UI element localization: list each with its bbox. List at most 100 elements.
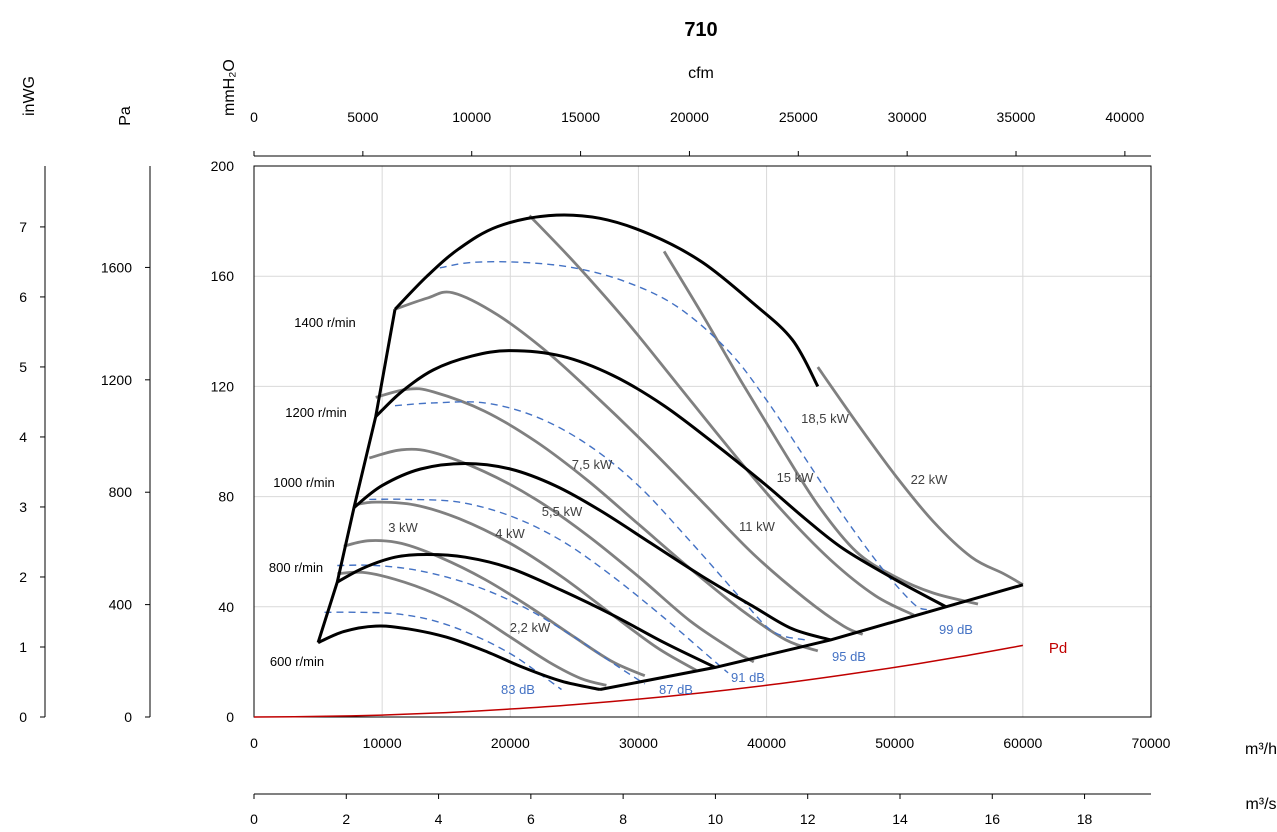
m3h-tick-label: 30000 [619, 735, 658, 751]
sound-label: 87 dB [659, 682, 693, 697]
speed-curve [393, 213, 820, 388]
sound-label: 83 dB [501, 682, 535, 697]
cfm-tick-label: 35000 [997, 109, 1036, 125]
speed-curve [317, 624, 601, 691]
speed-label: 600 r/min [270, 654, 324, 669]
speed-label: 1000 r/min [273, 475, 334, 490]
cfm-tick-label: 40000 [1105, 109, 1144, 125]
sound-curve [439, 261, 928, 611]
power-curve [394, 290, 864, 636]
cfm-tick-label: 10000 [452, 109, 491, 125]
sound-label: 95 dB [832, 649, 866, 664]
power-label: 15 kW [777, 470, 815, 485]
m3h-axis-label: m³/h [1245, 741, 1277, 758]
pa-tick-label: 1600 [101, 259, 132, 275]
cfm-axis-label: cfm [688, 65, 714, 82]
m3s-axis-label: m³/s [1245, 796, 1276, 813]
cfm-tick-label: 5000 [347, 109, 378, 125]
axes: 0 10000 20000 30000 40000 50000 60000 700000408… [19, 109, 1170, 827]
sound-curve [337, 564, 646, 685]
inwg-axis-label: inWG [21, 76, 38, 116]
power-label: 5,5 kW [542, 504, 583, 519]
m3s-tick-label: 6 [527, 811, 535, 827]
inwg-tick-label: 2 [19, 569, 27, 585]
pa-tick-label: 400 [109, 597, 133, 613]
pa-tick-label: 0 [124, 709, 132, 725]
power-curve [368, 447, 755, 664]
speed-curve [336, 552, 716, 669]
pa-tick-label: 1200 [101, 372, 132, 388]
power-curve [343, 539, 646, 677]
power-curve [528, 214, 915, 617]
sound-label: 99 dB [939, 622, 973, 637]
mmh2o-tick-label: 0 [226, 709, 234, 725]
mmh2o-axis-label: mmH₂O [221, 59, 238, 116]
power-curve [375, 387, 819, 653]
inwg-tick-label: 1 [19, 639, 27, 655]
inwg-tick-label: 6 [19, 289, 27, 305]
m3s-tick-label: 16 [984, 811, 1000, 827]
system-boundary-line [599, 583, 1024, 691]
power-label: 18,5 kW [801, 411, 849, 426]
sound-curve [369, 498, 729, 674]
m3h-tick-label: 40000 [747, 735, 786, 751]
cfm-tick-label: 25000 [779, 109, 818, 125]
m3s-tick-label: 10 [708, 811, 724, 827]
cfm-tick-label: 0 [250, 109, 258, 125]
m3h-tick-label: 50000 [875, 735, 914, 751]
inwg-tick-label: 5 [19, 359, 27, 375]
power-label: 2,2 kW [510, 620, 551, 635]
mmh2o-tick-label: 40 [218, 599, 234, 615]
cfm-tick-label: 30000 [888, 109, 927, 125]
power-curve [662, 250, 979, 606]
m3h-tick-label: 0 [250, 735, 258, 751]
cfm-tick-label: 20000 [670, 109, 709, 125]
m3h-tick-label: 70000 [1132, 735, 1171, 751]
chart-title: 710 [684, 19, 717, 41]
m3s-tick-label: 2 [342, 811, 350, 827]
m3s-tick-label: 18 [1077, 811, 1093, 827]
m3s-tick-label: 8 [619, 811, 627, 827]
m3h-tick-label: 10000 [363, 735, 402, 751]
mmh2o-tick-label: 80 [218, 489, 234, 505]
mmh2o-tick-label: 160 [211, 268, 235, 284]
mmh2o-tick-label: 200 [211, 158, 235, 174]
m3s-tick-label: 4 [435, 811, 443, 827]
inwg-tick-label: 3 [19, 499, 27, 515]
series [253, 213, 1024, 718]
speed-label: 800 r/min [269, 560, 323, 575]
pa-axis-label: Pa [117, 106, 134, 126]
surge-boundary-line [316, 309, 397, 644]
m3s-tick-label: 12 [800, 811, 816, 827]
m3h-tick-label: 20000 [491, 735, 530, 751]
power-curve [816, 366, 1024, 587]
sound-label: 91 dB [731, 670, 765, 685]
mmh2o-tick-label: 120 [211, 378, 235, 394]
curve-labels: 1400 r/min 1200 r/min 1000 r/min 800 r/min 6… [269, 315, 1067, 697]
power-label: 4 kW [495, 526, 525, 541]
speed-curve [374, 349, 947, 609]
power-curve [337, 570, 607, 687]
m3s-tick-label: 14 [892, 811, 908, 827]
inwg-tick-label: 0 [19, 709, 27, 725]
power-label: 22 kW [911, 472, 949, 487]
power-label: 7,5 kW [572, 457, 613, 472]
pa-tick-label: 800 [109, 484, 133, 500]
pd-curve [253, 644, 1024, 718]
power-label: 3 kW [388, 520, 418, 535]
inwg-tick-label: 7 [19, 219, 27, 235]
speed-label: 1400 r/min [294, 315, 355, 330]
m3h-tick-label: 60000 [1003, 735, 1042, 751]
grid [254, 166, 1151, 717]
sound-curve [394, 401, 806, 641]
power-label: 11 kW [739, 519, 776, 534]
cfm-tick-label: 15000 [561, 109, 600, 125]
power-curve [353, 500, 697, 672]
plot-frame [253, 165, 1152, 718]
pd-label: Pd [1049, 640, 1067, 657]
inwg-tick-label: 4 [19, 429, 27, 445]
m3s-tick-label: 0 [250, 811, 258, 827]
speed-label: 1200 r/min [285, 405, 346, 420]
speed-curve [353, 461, 832, 642]
